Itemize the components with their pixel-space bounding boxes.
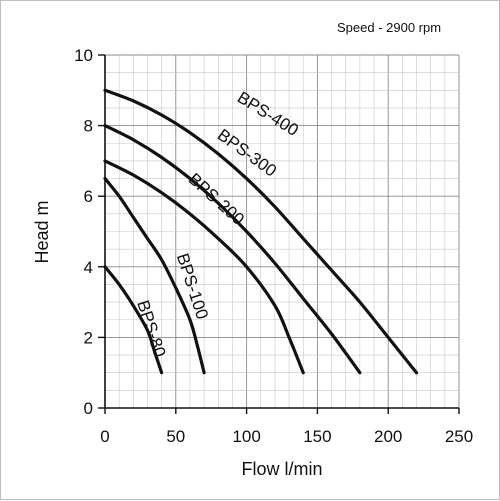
x-tick-label: 100	[232, 427, 260, 446]
series-label-bps-100: BPS-100	[173, 251, 212, 322]
curves	[103, 88, 419, 375]
x-tick-label: 0	[100, 427, 109, 446]
y-tick-label: 2	[84, 328, 93, 347]
series-label-bps-400: BPS-400	[234, 88, 302, 140]
series-label-bps-80: BPS-80	[133, 298, 169, 360]
axes	[98, 54, 460, 414]
x-tick-label: 50	[166, 427, 185, 446]
series-line-bps-300	[103, 124, 362, 375]
series-line-bps-200	[103, 159, 305, 375]
x-tick-label: 250	[445, 427, 473, 446]
y-tick-label: 4	[84, 258, 93, 277]
x-tick-labels: 0 50 100 150 200 250	[100, 427, 473, 446]
y-tick-label: 8	[84, 117, 93, 136]
speed-annotation: Speed - 2900 rpm	[337, 20, 441, 35]
series-line-bps-100	[103, 176, 206, 375]
series-line-bps-80	[103, 265, 164, 375]
x-tick-label: 150	[303, 427, 331, 446]
y-tick-label: 10	[74, 46, 93, 65]
x-axis-title: Flow l/min	[241, 459, 322, 479]
x-tick-label: 200	[374, 427, 402, 446]
y-tick-label: 0	[84, 399, 93, 418]
series-line-bps-400	[103, 88, 419, 375]
y-tick-label: 6	[84, 187, 93, 206]
y-tick-labels: 0 2 4 6 8 10	[74, 46, 93, 418]
grid	[104, 54, 460, 409]
y-axis-title: Head m	[32, 200, 52, 263]
